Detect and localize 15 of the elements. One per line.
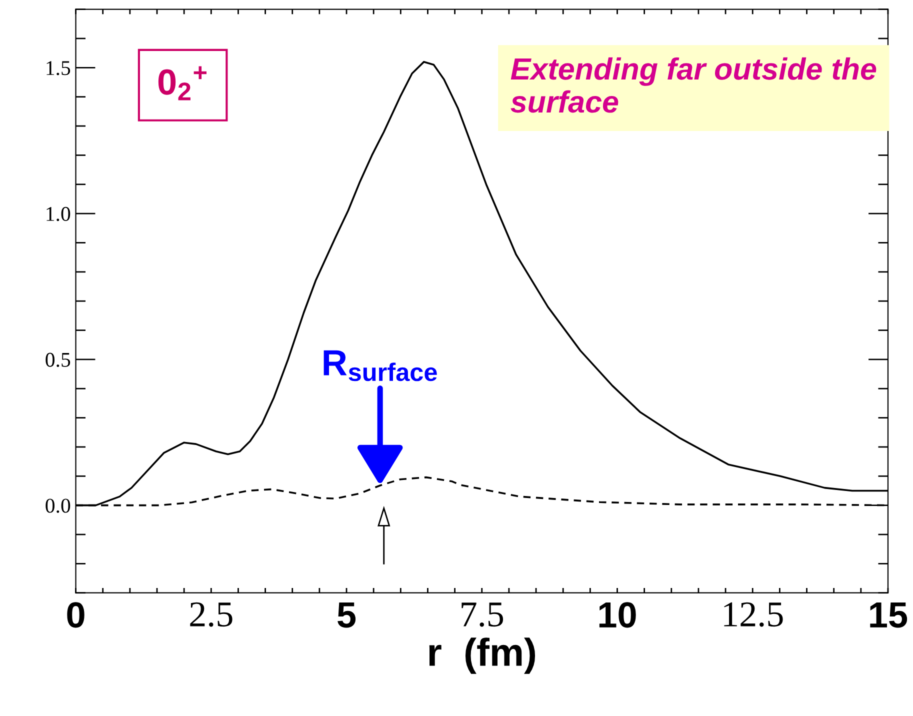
x-axis-title: r (fm) (429, 638, 536, 674)
y-tick-label: 1.0 (46, 206, 70, 222)
annotation: R$_{surface}$ (324, 350, 437, 382)
x-tick-label: 12.5 (724, 602, 783, 627)
y-tick-label: 1.5 (46, 61, 70, 76)
x-tick-label: 2.5 (190, 602, 232, 627)
y-tick-label: 0.5 (46, 352, 70, 367)
x-tick-label: 0 (67, 602, 84, 628)
x-tick-label: 7.5 (462, 602, 504, 627)
y-tick-label: 0.0 (46, 498, 70, 513)
x-tick-label: 5 (338, 602, 356, 628)
annotation: 0$_{2}$$^{+}$ (158, 66, 206, 100)
x-tick-label: 15 (870, 602, 908, 628)
x-tick-label: 10 (599, 602, 636, 628)
annotation: Extending far outside the surface (510, 57, 876, 113)
